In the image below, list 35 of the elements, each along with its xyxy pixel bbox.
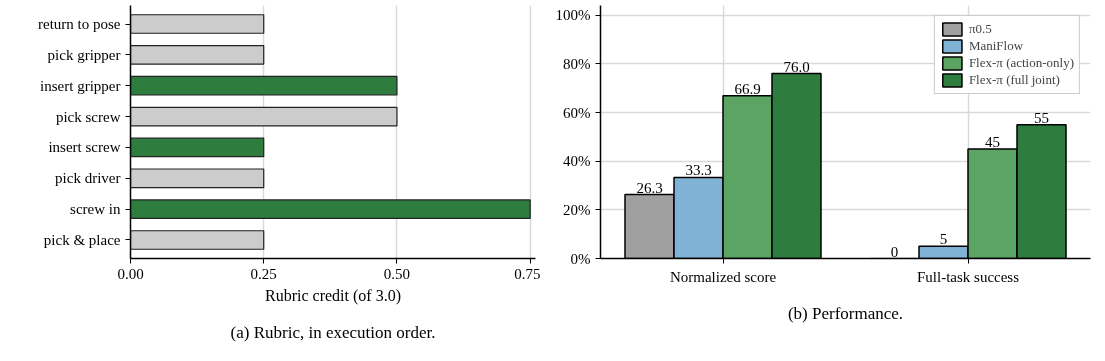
text: (a) Rubric, in execution order. (230, 322, 436, 342)
text: (b) Performance. (787, 303, 904, 323)
x-tick-label: Normalized score (669, 268, 777, 285)
y-tick-label: 20% (563, 201, 591, 218)
y-tick-label: 60% (563, 104, 591, 121)
x-axis-title: Rubric credit (of 3.0) (265, 286, 401, 305)
y-tick-label: pick driver (55, 170, 121, 187)
data-label: 55 (1034, 109, 1049, 126)
y-tick-label: pick screw (55, 108, 121, 125)
legend-label: Flex-π (action-only) (968, 55, 1074, 71)
data-label: 26.3 (636, 179, 663, 196)
y-tick-label: 100% (555, 7, 591, 24)
y-tick-label: pick & place (43, 231, 121, 248)
data-label: 45 (985, 134, 1000, 151)
y-tick-label: insert gripper (40, 77, 121, 94)
data-label: 33.3 (685, 162, 712, 179)
legend-label: π0.5 (968, 21, 992, 37)
data-label: 5 (939, 231, 948, 248)
y-tick-label: 80% (563, 55, 591, 72)
data-label: 0 (890, 243, 899, 260)
data-label: 76.0 (783, 58, 810, 75)
data-label: 66.9 (734, 80, 761, 97)
y-tick-label: 0% (570, 250, 591, 267)
legend-label: ManiFlow (968, 38, 1024, 54)
x-tick-label: Full-task success (916, 268, 1020, 285)
legend-label: Flex-π (full joint) (968, 72, 1060, 88)
x-tick-label: 0.00 (117, 265, 144, 282)
y-tick-label: return to pose (38, 16, 121, 33)
y-tick-label: pick gripper (47, 46, 121, 63)
y-tick-label: screw in (70, 201, 121, 218)
x-tick-label: 0.25 (250, 265, 277, 282)
y-tick-label: insert screw (48, 139, 121, 156)
y-tick-label: 40% (563, 153, 591, 170)
x-tick-label: 0.75 (514, 265, 541, 282)
x-tick-label: 0.50 (383, 265, 411, 282)
